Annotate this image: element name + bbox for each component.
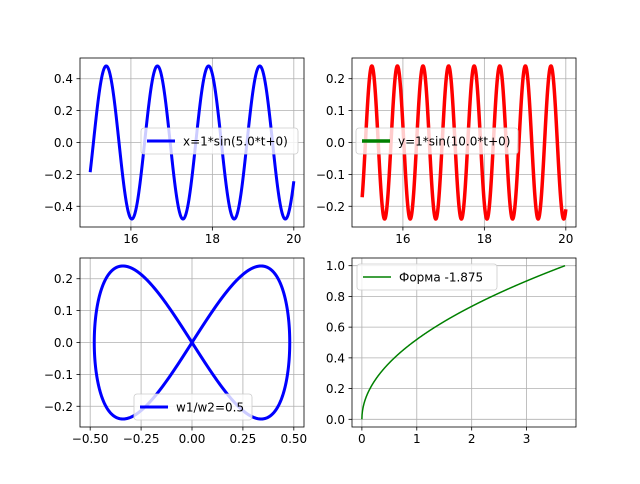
y-tick-label: 0.1 <box>54 304 73 318</box>
y-tick-label: 0.4 <box>54 72 73 86</box>
subplot-3: −0.50 −0.25 0.00 0.25 0.50 −0.2 −0.1 0.0 0.1 0.2 w… <box>44 257 307 446</box>
legend-label: y=1*sin(10.0*t+0) <box>398 135 510 149</box>
legend-box <box>140 127 299 155</box>
legend-box <box>355 127 519 155</box>
x-tick-label: 0.50 <box>280 432 307 446</box>
y-tick-label: 0.2 <box>326 382 345 396</box>
y-tick-label: 0.0 <box>326 413 345 427</box>
x-tick-label: 18 <box>477 232 492 246</box>
y-tick-label: −0.1 <box>316 168 345 182</box>
y-tick-label: 0.0 <box>54 336 73 350</box>
x-tick-label: 3 <box>523 432 531 446</box>
legend-box <box>356 263 498 291</box>
y-tick-label: 0.2 <box>54 104 73 118</box>
legend-label: x=1*sin(5.0*t+0) <box>183 135 288 149</box>
x-tick-label: 0.00 <box>179 432 206 446</box>
x-tick-label: 18 <box>205 232 220 246</box>
subplot-2: 16 18 20 −0.2 −0.1 0.0 0.1 0.2 y=1*sin(10.0*t+0) <box>316 57 577 246</box>
x-tick-label: 1 <box>413 432 421 446</box>
x-tick-label: 0 <box>358 432 366 446</box>
y-tick-label: 0.2 <box>54 272 73 286</box>
y-tick-label: 0.8 <box>326 290 345 304</box>
y-tick-label: −0.2 <box>44 168 73 182</box>
y-tick-label: −0.4 <box>44 200 73 214</box>
legend: y=1*sin(10.0*t+0) <box>355 127 519 155</box>
x-tick-label: −0.25 <box>123 432 160 446</box>
x-tick-label: −0.50 <box>72 432 109 446</box>
y-tick-label: 0.0 <box>326 136 345 150</box>
x-tick-label: 16 <box>123 232 138 246</box>
legend-label: w1/w2=0.5 <box>176 401 244 415</box>
y-tick-label: 0.1 <box>326 104 345 118</box>
y-tick-label: −0.2 <box>316 200 345 214</box>
x-tick-label: 20 <box>558 232 573 246</box>
legend-label: Форма -1.875 <box>399 271 483 285</box>
x-tick-label: 20 <box>286 232 301 246</box>
legend: x=1*sin(5.0*t+0) <box>140 127 299 155</box>
y-tick-label: 0.4 <box>326 351 345 365</box>
y-tick-label: 0.6 <box>326 321 345 335</box>
series-line-1 <box>360 64 568 221</box>
x-tick-label: 0.25 <box>230 432 257 446</box>
series-line-1 <box>88 64 296 221</box>
legend: w1/w2=0.5 <box>133 393 253 421</box>
subplot-1: 16 18 20 −0.4 −0.2 0.0 0.2 0.4 x=1*sin(5.0*t+0) <box>44 57 305 246</box>
y-tick-label: 1.0 <box>326 259 345 273</box>
subplot-4: 0 1 2 3 0.0 0.2 0.4 0.6 0.8 1.0 Форма -1.875 <box>326 257 577 446</box>
x-tick-label: 16 <box>395 232 410 246</box>
y-tick-label: −0.2 <box>44 400 73 414</box>
series-line-1 <box>361 264 566 420</box>
y-tick-label: 0.0 <box>54 136 73 150</box>
axes-frame <box>351 257 577 428</box>
legend: Форма -1.875 <box>356 263 498 291</box>
legend-box <box>133 393 253 421</box>
x-tick-label: 2 <box>468 432 476 446</box>
y-tick-label: −0.1 <box>44 368 73 382</box>
y-tick-label: 0.2 <box>326 72 345 86</box>
